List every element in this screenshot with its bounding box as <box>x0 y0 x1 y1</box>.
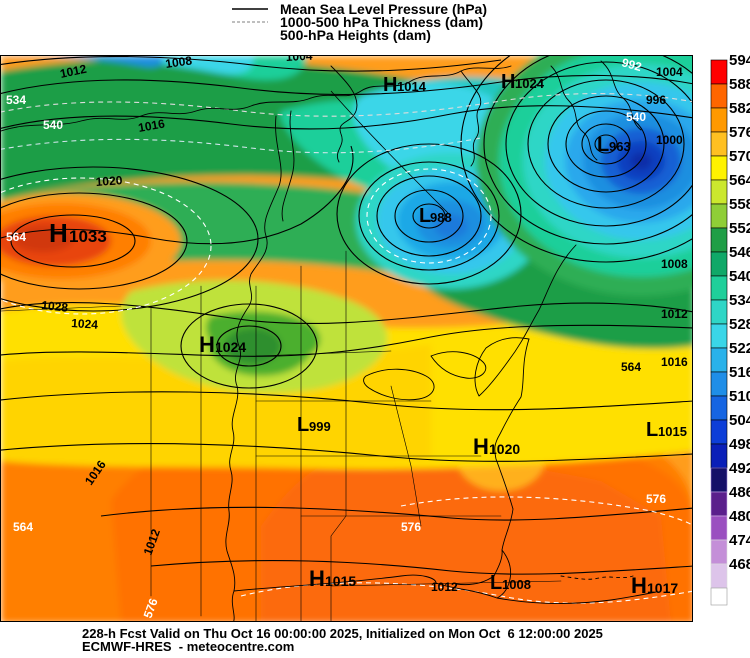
svg-text:L: L <box>490 572 502 594</box>
svg-text:480: 480 <box>729 508 750 525</box>
svg-text:534: 534 <box>6 93 26 107</box>
svg-text:522: 522 <box>729 340 750 357</box>
svg-text:1004: 1004 <box>285 56 313 64</box>
svg-text:1004: 1004 <box>656 65 683 79</box>
svg-text:492: 492 <box>729 460 750 477</box>
svg-text:L: L <box>646 419 658 441</box>
svg-text:1000: 1000 <box>656 133 683 147</box>
svg-text:1020: 1020 <box>489 441 520 457</box>
svg-text:H: H <box>631 573 647 598</box>
svg-text:564: 564 <box>729 172 750 189</box>
svg-text:988: 988 <box>430 210 452 225</box>
svg-text:588: 588 <box>729 76 750 93</box>
svg-text:552: 552 <box>729 220 750 237</box>
svg-text:999: 999 <box>309 419 331 434</box>
svg-text:564: 564 <box>6 230 26 244</box>
svg-text:H: H <box>501 71 515 93</box>
svg-text:H: H <box>199 332 215 357</box>
svg-text:498: 498 <box>729 436 750 453</box>
svg-text:1028: 1028 <box>41 298 69 315</box>
svg-text:1024: 1024 <box>215 339 246 355</box>
svg-text:528: 528 <box>729 316 750 333</box>
svg-text:1016: 1016 <box>661 355 688 369</box>
svg-text:540: 540 <box>43 118 63 132</box>
svg-text:963: 963 <box>609 139 631 154</box>
svg-text:582: 582 <box>729 100 750 117</box>
svg-text:570: 570 <box>729 148 750 165</box>
svg-text:510: 510 <box>729 388 750 405</box>
svg-text:504: 504 <box>729 412 750 429</box>
svg-text:H: H <box>473 434 489 459</box>
svg-text:1014: 1014 <box>397 79 427 94</box>
svg-text:H: H <box>309 566 325 591</box>
svg-text:576: 576 <box>401 520 421 534</box>
svg-text:1015: 1015 <box>325 573 356 589</box>
svg-text:564: 564 <box>13 520 33 534</box>
svg-text:1008: 1008 <box>502 577 531 592</box>
svg-text:996: 996 <box>646 93 666 107</box>
svg-text:468: 468 <box>729 556 750 573</box>
svg-text:486: 486 <box>729 484 750 501</box>
svg-text:1008: 1008 <box>661 257 688 271</box>
svg-text:474: 474 <box>729 532 750 549</box>
svg-text:576: 576 <box>646 492 666 506</box>
svg-text:546: 546 <box>729 244 750 261</box>
svg-text:1017: 1017 <box>647 580 678 596</box>
svg-text:564: 564 <box>621 360 641 374</box>
svg-text:1024: 1024 <box>515 76 545 91</box>
svg-text:534: 534 <box>729 292 750 309</box>
svg-text:H: H <box>49 218 68 248</box>
svg-text:540: 540 <box>626 110 646 124</box>
svg-text:594: 594 <box>729 52 750 69</box>
svg-text:1033: 1033 <box>69 227 107 246</box>
svg-text:540: 540 <box>729 268 750 285</box>
svg-text:1015: 1015 <box>658 424 687 439</box>
svg-text:H: H <box>383 74 397 96</box>
svg-text:1020: 1020 <box>95 173 123 189</box>
svg-text:1012: 1012 <box>431 580 458 594</box>
svg-text:1012: 1012 <box>661 307 688 321</box>
svg-text:L: L <box>297 414 309 436</box>
svg-text:L: L <box>597 134 609 156</box>
svg-text:576: 576 <box>729 124 750 141</box>
svg-text:558: 558 <box>729 196 750 213</box>
svg-text:1024: 1024 <box>71 316 99 332</box>
svg-text:516: 516 <box>729 364 750 381</box>
